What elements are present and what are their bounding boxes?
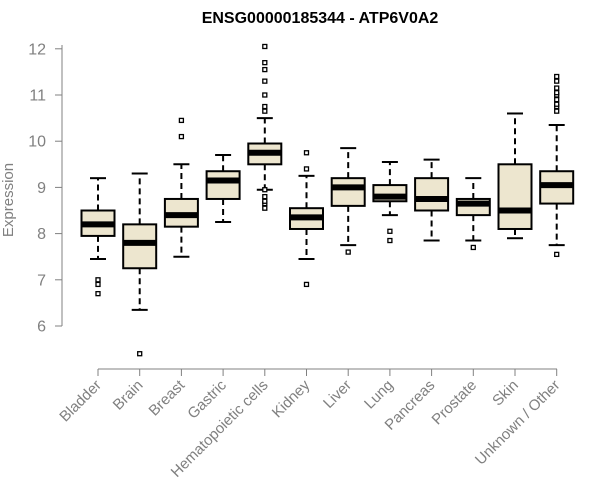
box-skin [497, 112, 533, 240]
outlier-point [95, 277, 101, 283]
x-tick-label: Liver [320, 377, 355, 412]
outlier-point [178, 133, 185, 140]
outlier-point [303, 281, 310, 288]
y-axis-ticks: 6 7 8 9 10 11 12 [28, 41, 62, 336]
y-tick-label: 9 [37, 180, 46, 197]
outlier-point [262, 92, 268, 98]
y-tick-label: 7 [37, 272, 46, 289]
chart-title: ENSG00000185344 - ATP6V0A2 [202, 10, 439, 27]
outlier-point [303, 150, 310, 156]
box-breast [163, 117, 199, 258]
box-bladder [80, 177, 116, 297]
outlier-point [554, 101, 560, 107]
box-series [80, 43, 575, 357]
x-tick-label: Skin [489, 377, 522, 410]
y-tick-label: 10 [28, 134, 46, 151]
outlier-point [137, 351, 143, 357]
outlier-point [303, 166, 310, 172]
box-hematopoietic-cells [247, 43, 283, 211]
outlier-point [262, 43, 268, 50]
outlier-point [95, 291, 101, 297]
outlier-point [262, 103, 268, 110]
box-unknown-other [539, 73, 575, 258]
outlier-point [554, 108, 560, 114]
outlier-point [262, 108, 268, 114]
x-tick-label: Bladder [56, 377, 105, 426]
box-iqr [497, 163, 533, 230]
outlier-point [554, 78, 560, 84]
outlier-point [95, 281, 101, 288]
outlier-point [470, 244, 476, 251]
outlier-point [554, 90, 560, 96]
outlier-point [262, 198, 268, 204]
box-prostate [455, 177, 491, 251]
outlier-point [554, 73, 560, 80]
outlier-point [387, 228, 393, 234]
box-gastric [205, 154, 241, 224]
x-tick-label: Breast [146, 376, 189, 419]
outlier-point [554, 85, 560, 91]
outlier-point [262, 193, 268, 200]
x-tick-label: Kidney [269, 376, 314, 421]
outlier-point [345, 249, 351, 255]
box-liver [330, 147, 366, 255]
x-tick-label: Lung [361, 377, 397, 413]
outlier-point [262, 60, 268, 66]
x-tick-label: Prostate [429, 377, 481, 429]
y-tick-label: 11 [29, 88, 46, 105]
box-iqr [122, 223, 158, 270]
y-tick-label: 12 [28, 41, 46, 58]
outlier-point [262, 205, 268, 211]
box-iqr [205, 170, 241, 200]
box-iqr [414, 177, 450, 212]
outlier-point [262, 78, 268, 84]
box-kidney [289, 150, 324, 288]
outlier-point [262, 66, 268, 73]
outlier-point [554, 96, 560, 103]
box-lung [372, 160, 408, 244]
y-axis-label: Expression [0, 163, 17, 237]
y-tick-label: 8 [37, 226, 46, 243]
outlier-point [178, 117, 185, 124]
outlier-point [554, 251, 560, 258]
y-tick-label: 6 [37, 319, 46, 336]
outlier-point [387, 237, 393, 244]
x-tick-label: Brain [110, 377, 147, 414]
box-pancreas [414, 158, 450, 242]
box-brain [122, 172, 158, 357]
box-iqr [330, 177, 366, 207]
outlier-point [262, 187, 268, 193]
